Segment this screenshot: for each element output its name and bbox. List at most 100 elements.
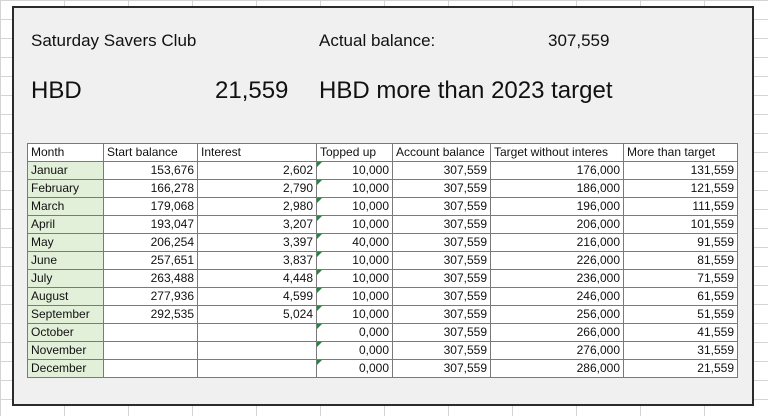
column-header-start-balance[interactable]: Start balance [103,143,198,162]
interest-cell[interactable] [197,323,317,342]
topped-up-cell[interactable]: 10,000 [316,287,393,306]
month-cell[interactable]: October [27,323,104,342]
account-balance-cell[interactable]: 307,559 [392,341,491,360]
more-than-target-cell[interactable]: 101,559 [623,215,738,234]
topped-up-cell[interactable]: 0,000 [316,323,393,342]
account-balance-cell[interactable]: 307,559 [392,305,491,324]
target-cell[interactable]: 216,000 [490,233,624,252]
table-row: December 0,000 307,559 286,000 21,559 [27,359,738,378]
interest-cell[interactable]: 4,448 [197,269,317,288]
target-cell[interactable]: 236,000 [490,269,624,288]
start-balance-cell[interactable]: 257,651 [103,251,198,270]
more-than-target-cell[interactable]: 61,559 [623,287,738,306]
interest-cell[interactable]: 2,980 [197,197,317,216]
more-than-target-cell[interactable]: 111,559 [623,197,738,216]
club-name-cell[interactable]: Saturday Savers Club [31,31,197,50]
target-cell[interactable]: 176,000 [490,161,624,180]
hbd-label-cell[interactable]: HBD [31,77,82,104]
target-cell[interactable]: 226,000 [490,251,624,270]
account-balance-cell[interactable]: 307,559 [392,179,491,198]
interest-cell[interactable] [197,341,317,360]
month-cell[interactable]: August [27,287,104,306]
interest-cell[interactable]: 3,837 [197,251,317,270]
account-balance-cell[interactable]: 307,559 [392,323,491,342]
month-cell[interactable]: April [27,215,104,234]
target-cell[interactable]: 246,000 [490,287,624,306]
start-balance-cell[interactable]: 153,676 [103,161,198,180]
more-than-target-cell[interactable]: 51,559 [623,305,738,324]
account-balance-cell[interactable]: 307,559 [392,161,491,180]
column-header-topped-up[interactable]: Topped up [316,143,393,162]
actual-balance-label-cell[interactable]: Actual balance: [319,31,436,50]
column-header-interest[interactable]: Interest [197,143,317,162]
column-header-more-than-target[interactable]: More than target [623,143,738,162]
month-cell[interactable]: Januar [27,161,104,180]
start-balance-cell[interactable]: 206,254 [103,233,198,252]
topped-up-cell[interactable]: 10,000 [316,251,393,270]
target-cell[interactable]: 286,000 [490,359,624,378]
interest-cell[interactable] [197,359,317,378]
account-balance-cell[interactable]: 307,559 [392,197,491,216]
more-than-target-cell[interactable]: 121,559 [623,179,738,198]
hbd-target-text-cell[interactable]: HBD more than 2023 target [319,77,613,104]
table-row: April 193,047 3,207 10,000 307,559 206,000 101… [27,215,738,234]
start-balance-cell[interactable]: 179,068 [103,197,198,216]
more-than-target-cell[interactable]: 81,559 [623,251,738,270]
interest-cell[interactable]: 4,599 [197,287,317,306]
account-balance-cell[interactable]: 307,559 [392,269,491,288]
start-balance-cell[interactable]: 263,488 [103,269,198,288]
start-balance-cell[interactable] [103,359,198,378]
topped-up-cell[interactable]: 0,000 [316,341,393,360]
topped-up-cell[interactable]: 10,000 [316,161,393,180]
more-than-target-cell[interactable]: 31,559 [623,341,738,360]
account-balance-cell[interactable]: 307,559 [392,251,491,270]
start-balance-cell[interactable]: 166,278 [103,179,198,198]
topped-up-cell[interactable]: 10,000 [316,215,393,234]
target-cell[interactable]: 256,000 [490,305,624,324]
month-cell[interactable]: March [27,197,104,216]
target-cell[interactable]: 266,000 [490,323,624,342]
start-balance-cell[interactable] [103,341,198,360]
interest-cell[interactable]: 3,207 [197,215,317,234]
more-than-target-cell[interactable]: 91,559 [623,233,738,252]
start-balance-cell[interactable] [103,323,198,342]
topped-up-cell[interactable]: 10,000 [316,269,393,288]
hbd-value-cell[interactable]: 21,559 [215,77,289,104]
column-header-month[interactable]: Month [27,143,104,162]
interest-cell[interactable]: 2,602 [197,161,317,180]
start-balance-cell[interactable]: 277,936 [103,287,198,306]
interest-cell[interactable]: 5,024 [197,305,317,324]
topped-up-cell[interactable]: 10,000 [316,197,393,216]
month-cell[interactable]: June [27,251,104,270]
topped-up-cell[interactable]: 40,000 [316,233,393,252]
month-cell[interactable]: February [27,179,104,198]
more-than-target-cell[interactable]: 131,559 [623,161,738,180]
more-than-target-cell[interactable]: 41,559 [623,323,738,342]
column-header-account-balance[interactable]: Account balance [392,143,491,162]
month-cell[interactable]: July [27,269,104,288]
month-cell[interactable]: December [27,359,104,378]
account-balance-cell[interactable]: 307,559 [392,287,491,306]
start-balance-cell[interactable]: 193,047 [103,215,198,234]
topped-up-cell[interactable]: 10,000 [316,305,393,324]
month-cell[interactable]: September [27,305,104,324]
start-balance-cell[interactable]: 292,535 [103,305,198,324]
account-balance-cell[interactable]: 307,559 [392,215,491,234]
month-cell[interactable]: November [27,341,104,360]
month-cell[interactable]: May [27,233,104,252]
more-than-target-cell[interactable]: 71,559 [623,269,738,288]
actual-balance-value-cell[interactable]: 307,559 [548,31,610,50]
target-cell[interactable]: 196,000 [490,197,624,216]
target-cell[interactable]: 276,000 [490,341,624,360]
target-cell[interactable]: 206,000 [490,215,624,234]
account-balance-cell[interactable]: 307,559 [392,233,491,252]
account-balance-cell[interactable]: 307,559 [392,359,491,378]
interest-cell[interactable]: 3,397 [197,233,317,252]
topped-up-cell[interactable]: 0,000 [316,359,393,378]
target-cell[interactable]: 186,000 [490,179,624,198]
column-header-target-without-interest[interactable]: Target without interes [490,143,624,162]
table-row: March 179,068 2,980 10,000 307,559 196,000 111… [27,197,738,216]
interest-cell[interactable]: 2,790 [197,179,317,198]
topped-up-cell[interactable]: 10,000 [316,179,393,198]
more-than-target-cell[interactable]: 21,559 [623,359,738,378]
